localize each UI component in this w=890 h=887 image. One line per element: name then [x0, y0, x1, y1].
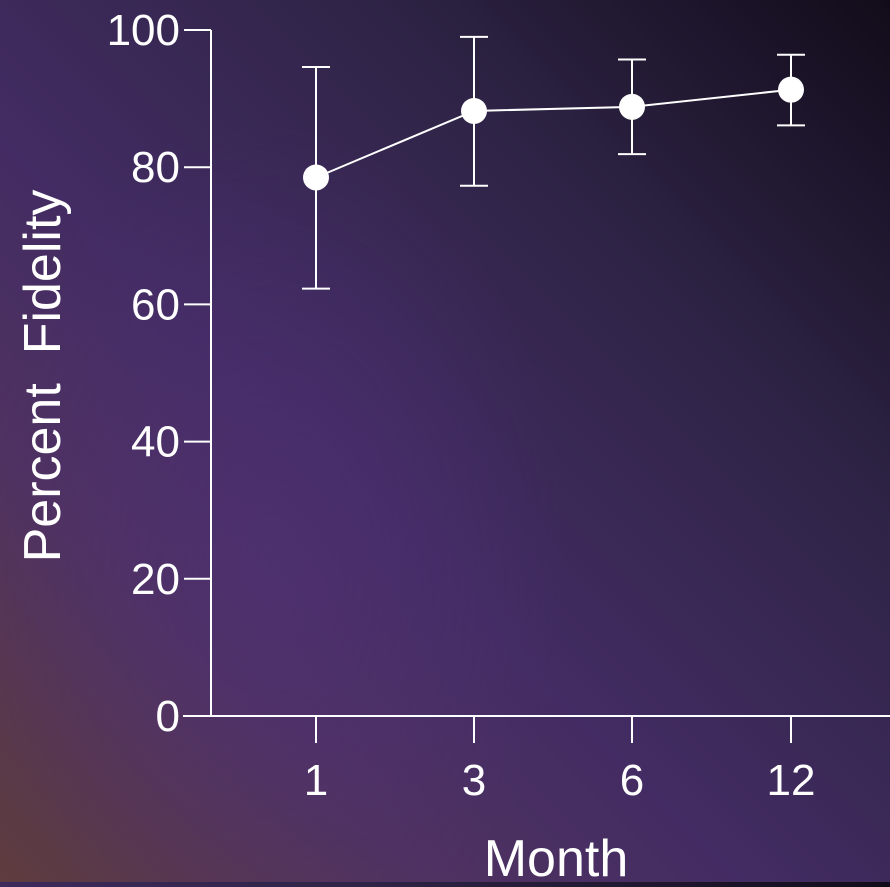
series-line [315, 88, 792, 179]
y-tick-label: 60 [131, 280, 180, 329]
data-point [461, 97, 487, 124]
x-tick-label: 3 [462, 756, 486, 805]
data-point [619, 93, 645, 120]
data-point [778, 76, 804, 103]
y-axis-ticks: 0 20 40 60 80 100 [107, 6, 211, 741]
axes [183, 30, 890, 717]
y-tick-label: 40 [131, 418, 180, 467]
y-tick-label: 0 [156, 692, 180, 741]
x-axis-title: Month [484, 830, 629, 882]
x-axis-ticks: 1 3 6 12 [304, 716, 816, 805]
y-tick-label: 20 [131, 555, 180, 604]
series-fidelity [302, 35, 805, 290]
y-axis-title: Percent Fidelity [14, 190, 72, 563]
x-tick-label: 6 [620, 756, 644, 805]
y-tick-label: 100 [107, 6, 180, 55]
x-tick-label: 1 [304, 756, 328, 805]
y-tick-label: 80 [131, 143, 180, 192]
x-tick-label: 12 [767, 756, 816, 805]
data-point [303, 164, 329, 191]
